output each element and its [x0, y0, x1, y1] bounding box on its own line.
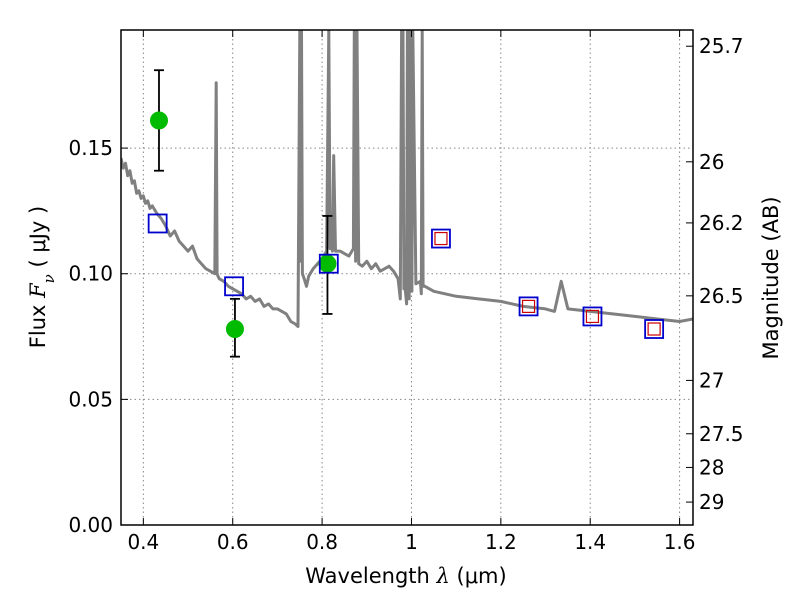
- x-tick-label: 0.6: [217, 530, 249, 554]
- tick-marks: [121, 30, 693, 526]
- model-point: [224, 276, 244, 297]
- x-tick-label: 1.6: [664, 530, 696, 554]
- model-point-inner: [521, 299, 536, 313]
- model-point: [147, 213, 168, 234]
- model-point: [644, 319, 665, 339]
- observed-point: [225, 320, 244, 339]
- tick-labels: 0.4 0.6 0.8 1 1.2 1.4 1.6 0.00 0.05 0.10 0.15 25.7 2…: [68, 34, 743, 554]
- y2-tick-label: 28: [699, 455, 724, 479]
- model-point-inner: [434, 231, 448, 246]
- y-tick-label: 0.15: [68, 136, 113, 160]
- x-tick-label: 1: [405, 530, 418, 554]
- plot-frame: [120, 29, 694, 526]
- x-tick-label: 1.2: [485, 530, 517, 554]
- model-point: [318, 253, 339, 274]
- y2-tick-label: 29: [699, 490, 724, 514]
- y2-axis-label: Magnitude (AB): [759, 196, 783, 359]
- x-tick-label: 0.4: [127, 530, 159, 554]
- y-tick-label: 0.05: [68, 387, 113, 411]
- x-tick-label: 1.4: [574, 530, 606, 554]
- observed-point: [318, 254, 337, 273]
- model-point: [431, 228, 451, 249]
- model-point-inner: [647, 322, 661, 336]
- model-point-inner: [585, 309, 600, 324]
- observed-point: [149, 111, 168, 130]
- marker-layer: [147, 69, 665, 358]
- y2-tick-label: 26.5: [699, 284, 744, 308]
- model-point: [518, 296, 539, 317]
- model-point: [582, 306, 603, 327]
- y-tick-label: 0.10: [68, 262, 113, 286]
- x-tick-label: 0.8: [306, 530, 338, 554]
- y-axis-label: Flux Fν ( μJy ): [26, 206, 58, 348]
- y2-tick-label: 26.2: [699, 211, 744, 235]
- x-axis-label: Wavelength λ (μm): [305, 564, 506, 588]
- y2-tick-label: 26: [699, 150, 724, 174]
- y2-tick-label: 27.5: [699, 422, 744, 446]
- y-tick-label: 0.00: [68, 513, 113, 537]
- y2-tick-label: 25.7: [699, 34, 744, 58]
- y2-tick-label: 27: [699, 368, 724, 392]
